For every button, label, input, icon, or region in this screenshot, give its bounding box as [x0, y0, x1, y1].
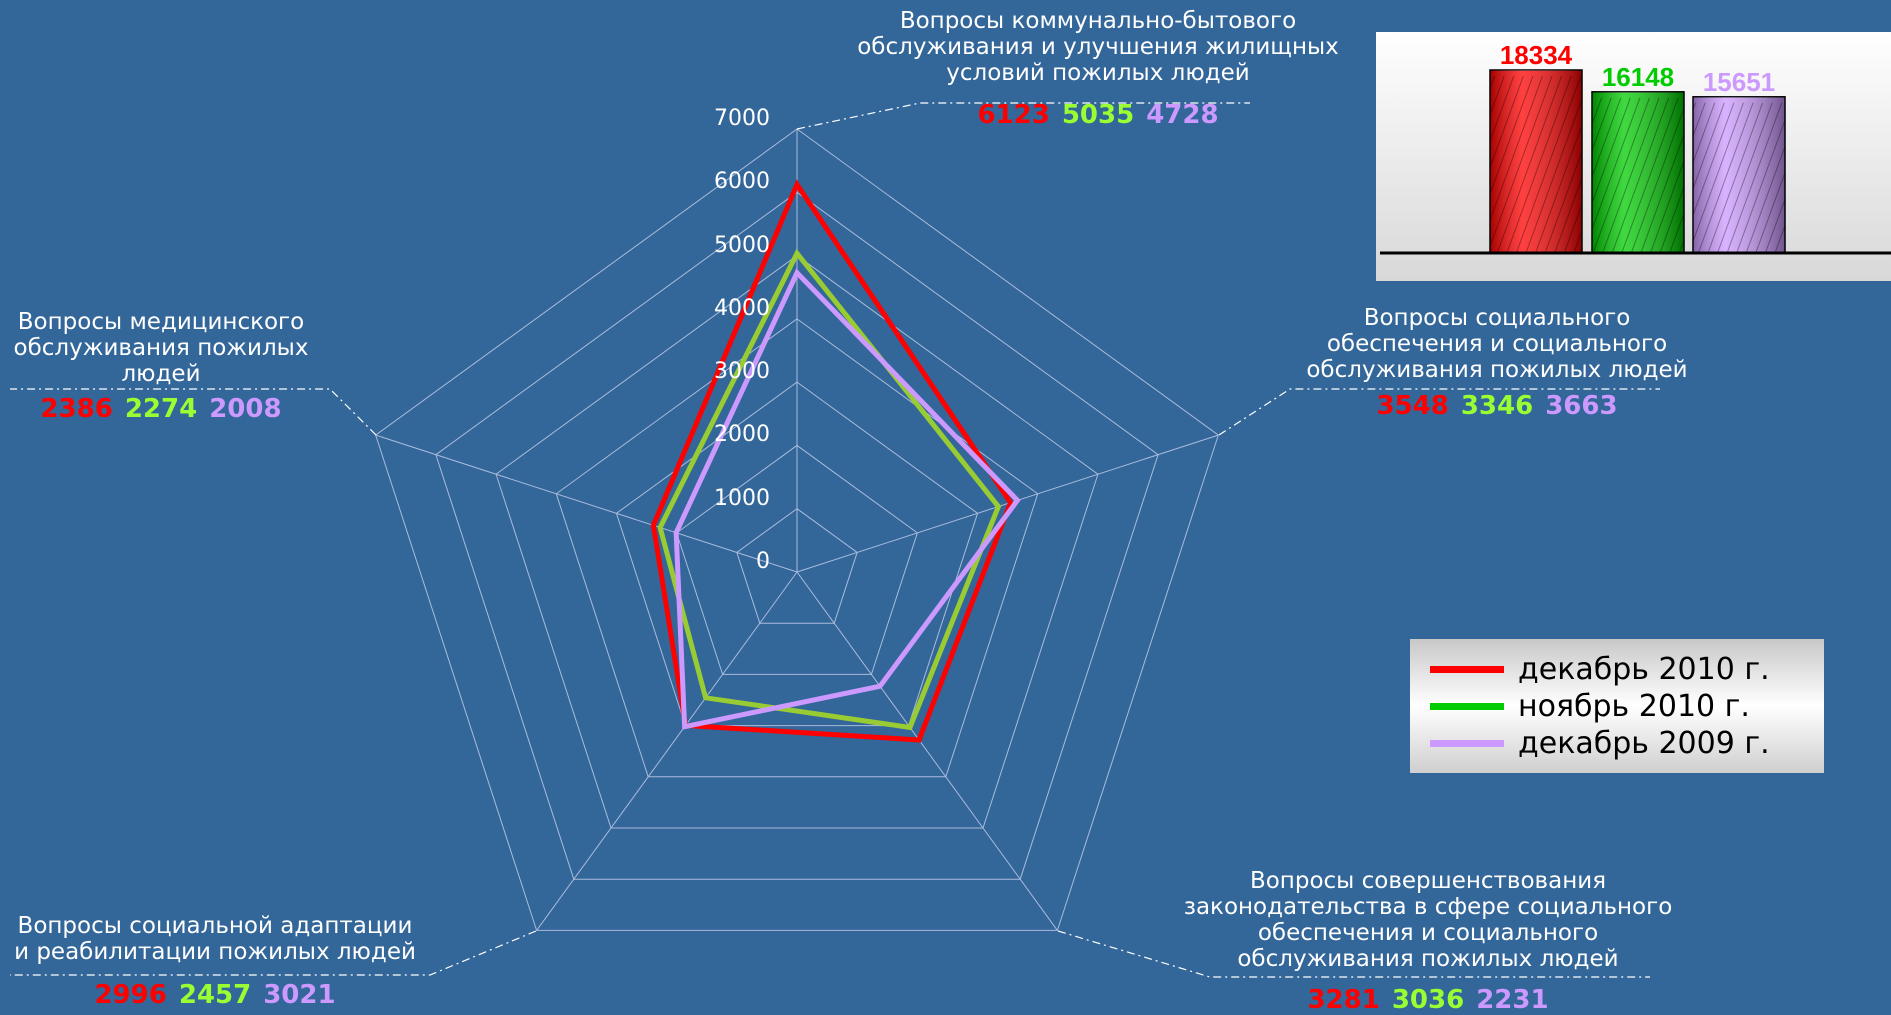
legend-swatch: [1430, 740, 1504, 747]
leader-line: [1218, 388, 1660, 436]
category-value: 6123: [977, 100, 1050, 130]
total-bar-label: 18334: [1500, 40, 1573, 70]
radial-tick-label: 2000: [714, 422, 770, 448]
grid-spoke: [375, 434, 798, 573]
leader-line: [1057, 930, 1650, 978]
legend-label: ноябрь 2010 г.: [1518, 689, 1750, 724]
legend-item: декабрь 2010 г.: [1430, 651, 1804, 688]
total-bar-hatch: [1693, 102, 1785, 253]
category-leader-lines: [10, 102, 1660, 978]
category-value: 3036: [1391, 985, 1465, 1015]
grid-ring: [676, 444, 918, 675]
legend-swatch: [1430, 703, 1504, 710]
radial-tick-label: 1000: [714, 485, 770, 511]
category-values: 3548 3346 3663: [1347, 391, 1647, 421]
category-label: Вопросы социальной адаптации и реабилита…: [14, 913, 416, 965]
category-value: 5035: [1061, 100, 1135, 130]
legend-label: декабрь 2010 г.: [1518, 652, 1770, 687]
category-value: 3021: [263, 980, 336, 1010]
category-label: Вопросы совершенствования законодательст…: [1183, 868, 1673, 972]
radial-tick-label: 7000: [714, 106, 770, 131]
radar-series: [650, 179, 1021, 743]
category-value: 2457: [178, 980, 252, 1010]
category-values: 2996 2457 3021: [65, 980, 365, 1010]
series-line: [673, 268, 1021, 730]
category-value: 2386: [40, 394, 113, 424]
legend-label: декабрь 2009 г.: [1518, 726, 1770, 761]
radial-tick-label: 5000: [714, 232, 770, 258]
radial-tick-label: 6000: [714, 169, 770, 195]
legend-item: декабрь 2009 г.: [1430, 725, 1804, 762]
category-value: 2274: [124, 394, 198, 424]
category-values: 2386 2274 2008: [11, 394, 311, 424]
category-label: Вопросы социального обеспечения и социал…: [1306, 305, 1688, 383]
leader-line: [10, 388, 377, 436]
category-value: 3548: [1376, 391, 1449, 421]
category-value: 4728: [1146, 100, 1219, 130]
category-value: 3663: [1545, 391, 1618, 421]
legend-item: ноябрь 2010 г.: [1430, 688, 1804, 725]
leader-line: [796, 102, 1250, 130]
grid-ring: [435, 191, 1159, 880]
radial-tick-label: 0: [756, 549, 770, 574]
total-bar-label: 15651: [1703, 67, 1775, 97]
grid-spoke: [796, 571, 1058, 931]
grid-spoke: [536, 571, 798, 931]
category-value: 3346: [1460, 391, 1534, 421]
total-bar-hatch: [1490, 76, 1582, 253]
category-value: 2231: [1476, 985, 1549, 1015]
category-values: 3281 3036 2231: [1278, 985, 1578, 1015]
category-value: 2008: [209, 394, 282, 424]
category-value: 3281: [1307, 985, 1380, 1015]
legend: декабрь 2010 г. ноябрь 2010 г. декабрь 200…: [1410, 639, 1824, 773]
total-bar-hatch: [1592, 97, 1684, 253]
grid-ring: [495, 254, 1099, 829]
radial-tick-label: 3000: [714, 359, 770, 385]
grid-ring: [555, 318, 1039, 778]
category-label: Вопросы медицинского обслуживания пожилы…: [13, 309, 309, 387]
total-bar-label: 16148: [1602, 62, 1674, 92]
legend-swatch: [1430, 666, 1504, 673]
radial-tick-label: 4000: [714, 295, 770, 321]
category-values: 6123 5035 4728: [948, 100, 1248, 130]
category-value: 2996: [94, 980, 167, 1010]
totals-bar-chart: 18334 16148 15651: [1376, 32, 1891, 281]
series-line: [650, 179, 1014, 743]
radar-grid: [375, 128, 1219, 931]
series-line: [657, 248, 1002, 731]
category-label: Вопросы коммунально-бытового обслуживани…: [857, 8, 1339, 86]
leader-line: [10, 930, 537, 976]
grid-ring: [736, 508, 858, 624]
grid-ring: [375, 128, 1219, 931]
grid-ring: [615, 381, 979, 727]
